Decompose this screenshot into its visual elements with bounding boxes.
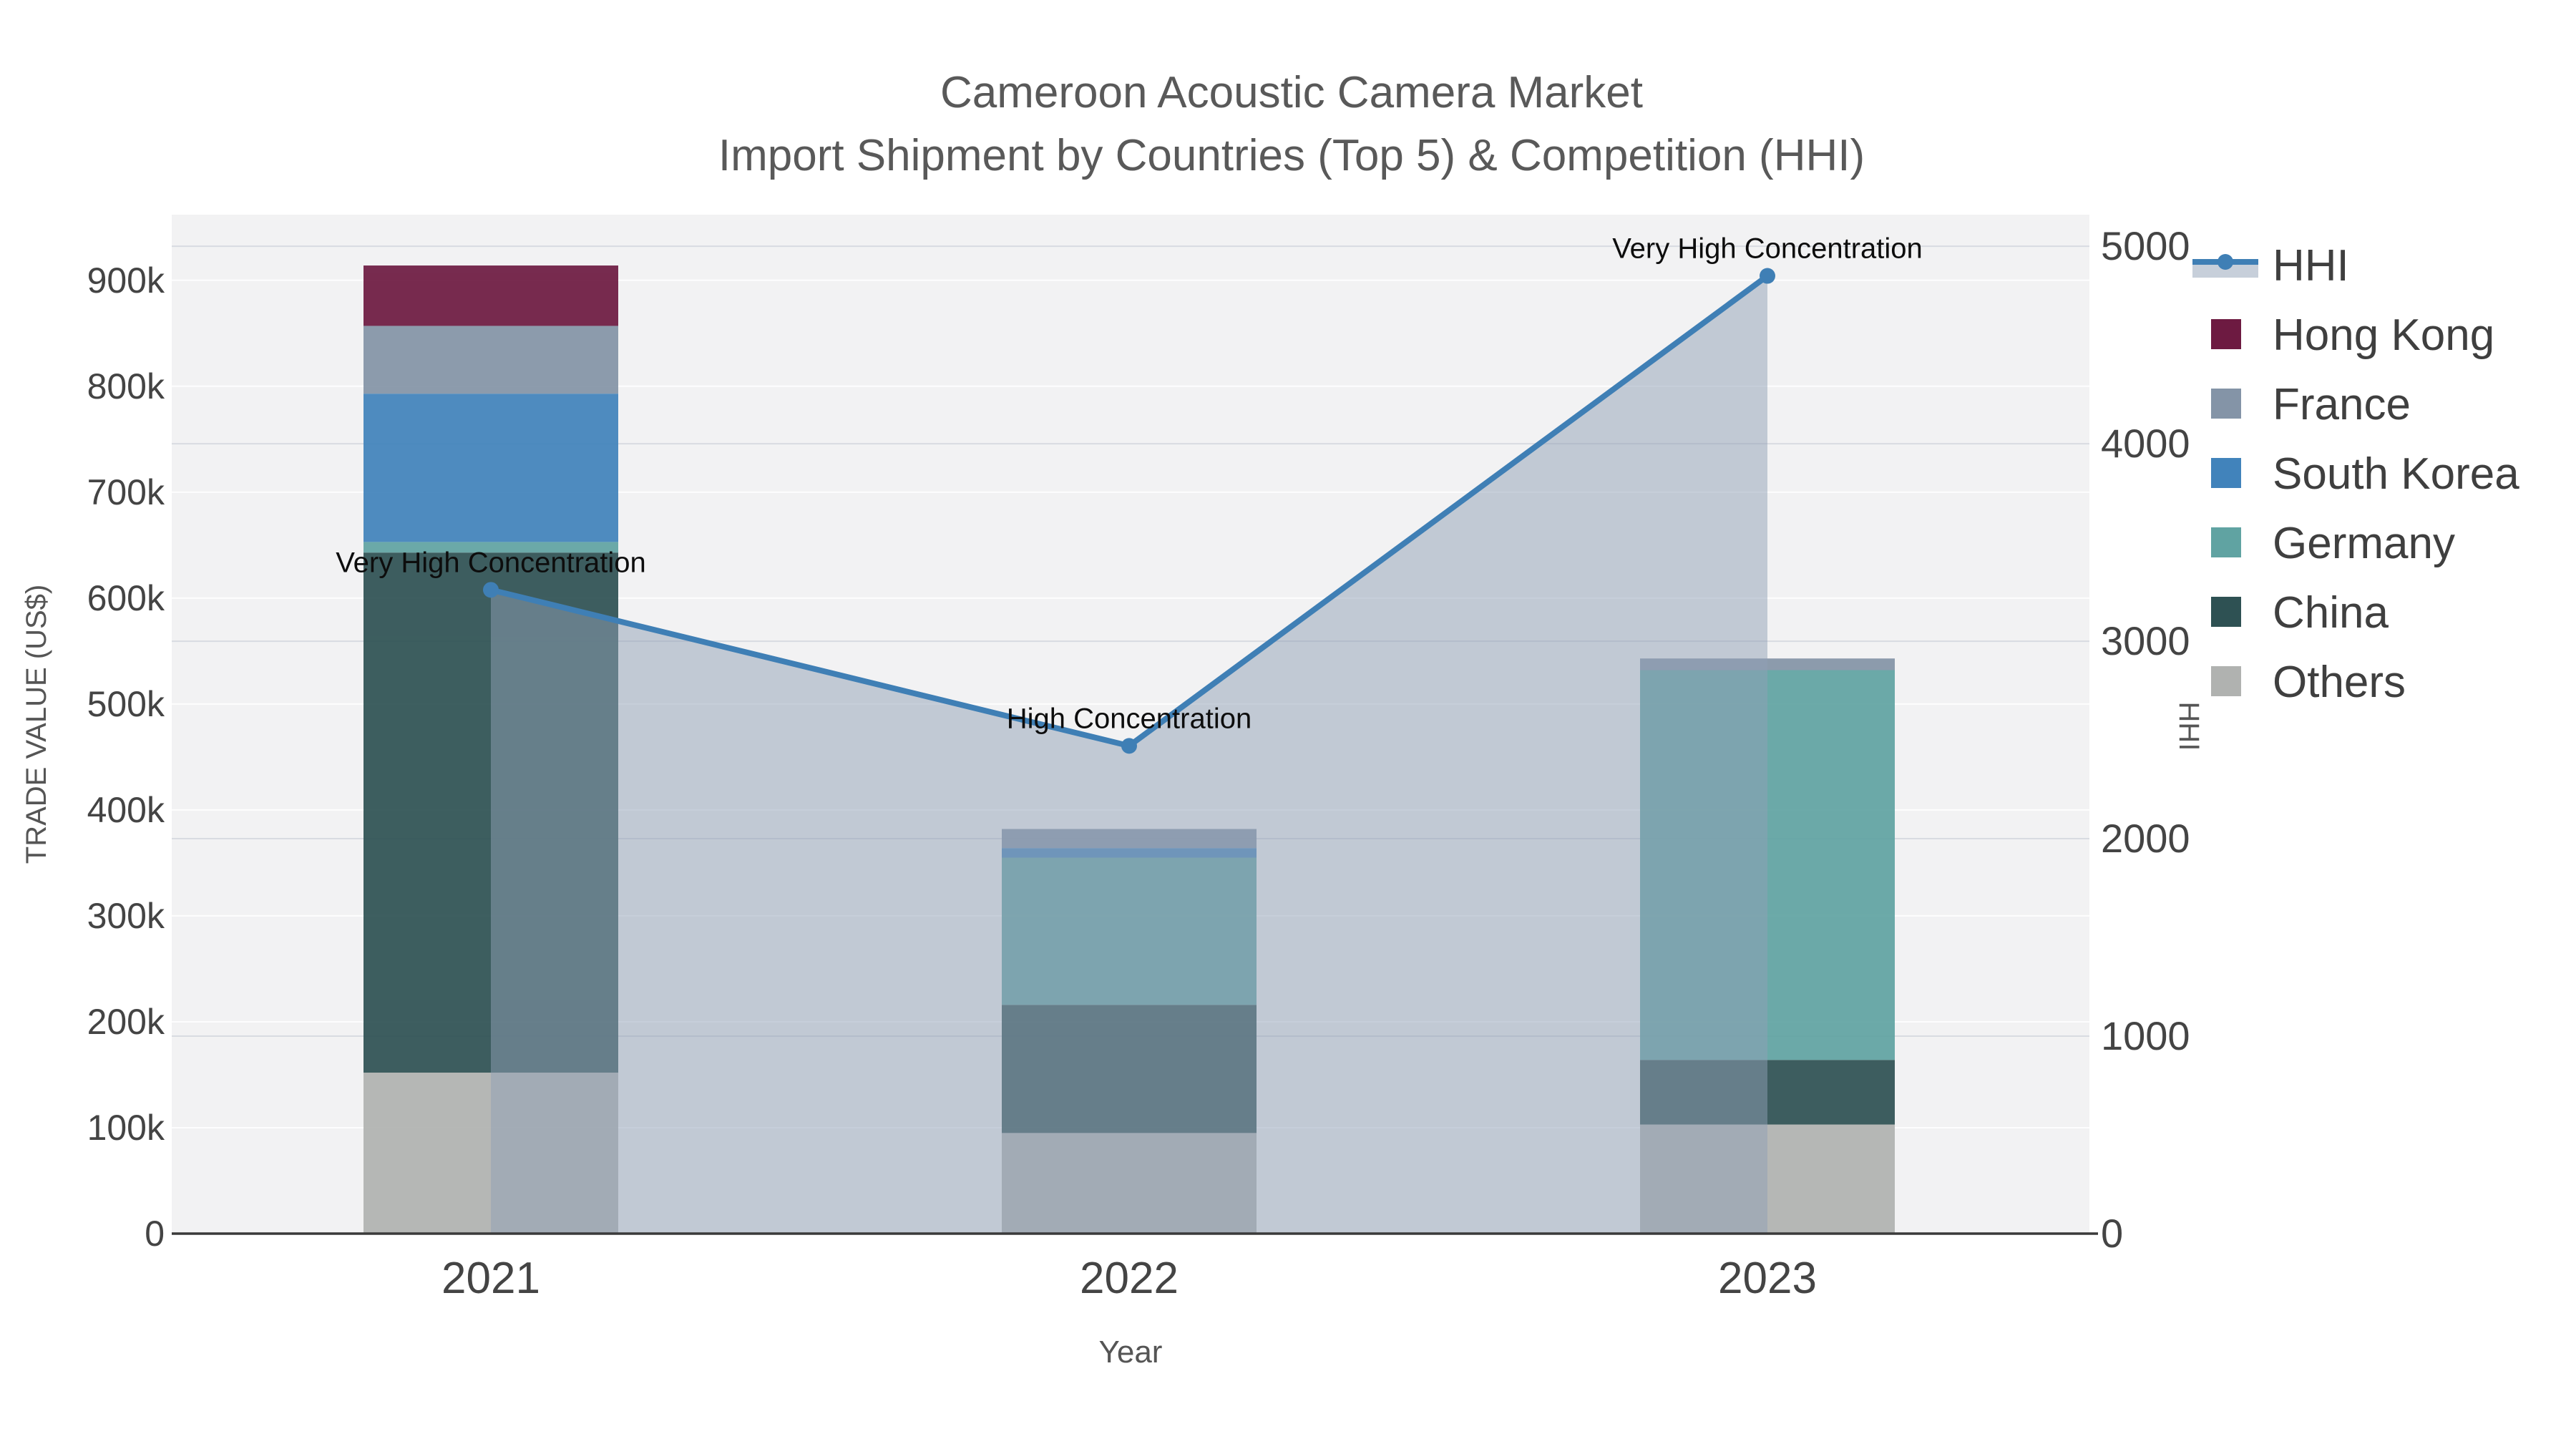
legend-swatch-others <box>2211 666 2241 696</box>
bar-2021-south-korea[interactable] <box>364 394 618 542</box>
legend-item-south-korea[interactable]: South Korea <box>2211 449 2519 499</box>
y-left-tick-label: 900k <box>87 260 165 301</box>
x-tick-label-2022: 2022 <box>1080 1254 1179 1303</box>
legend-swatch-germany <box>2211 527 2241 557</box>
y-right-tick-label: 4000 <box>2101 421 2190 466</box>
y-left-tick-label: 800k <box>87 366 165 406</box>
y-right-tick-label: 1000 <box>2101 1013 2190 1058</box>
y-left-tick-label: 400k <box>87 790 165 830</box>
legend-swatch-hong-kong <box>2211 319 2241 349</box>
y-axis-left-title: TRADE VALUE (US$) <box>21 585 52 864</box>
chart-title-line2: Import Shipment by Countries (Top 5) & C… <box>718 131 1865 180</box>
x-axis-title: Year <box>1099 1335 1163 1370</box>
y-left-tick-label: 300k <box>87 896 165 936</box>
bar-2021-france[interactable] <box>364 326 618 394</box>
hhi-point-2021[interactable] <box>483 582 499 598</box>
hhi-point-2023[interactable] <box>1760 268 1775 284</box>
legend-label-south-korea: South Korea <box>2273 449 2519 499</box>
y-right-tick-label: 2000 <box>2101 816 2190 861</box>
hhi-point-2022[interactable] <box>1121 738 1137 754</box>
hhi-area-fill <box>491 275 1767 1234</box>
y-axis-right-title: HHI <box>2173 702 2205 751</box>
legend: HHI Hong Kong France South Korea Germany Chin… <box>2192 241 2519 707</box>
bar-2021-germany[interactable] <box>364 542 618 553</box>
y-left-tick-label: 500k <box>87 684 165 724</box>
y-left-tick-label: 0 <box>145 1214 165 1254</box>
legend-item-hhi[interactable]: HHI <box>2192 241 2349 291</box>
y-left-tick-label: 100k <box>87 1108 165 1148</box>
legend-label-france: France <box>2273 380 2411 429</box>
legend-item-hong-kong[interactable]: Hong Kong <box>2211 311 2494 360</box>
x-tick-label-2023: 2023 <box>1718 1254 1817 1303</box>
legend-label-china: China <box>2273 588 2389 638</box>
y-right-tick-label: 5000 <box>2101 223 2190 268</box>
legend-item-others[interactable]: Others <box>2211 658 2406 707</box>
bar-2021-hong-kong[interactable] <box>364 265 618 326</box>
legend-hhi-marker <box>2218 254 2233 270</box>
y-left-tick-label: 200k <box>87 1002 165 1042</box>
legend-swatch-south-korea <box>2211 458 2241 488</box>
annotation-2023: Very High Concentration <box>1612 233 1923 265</box>
y-right-tick-label: 0 <box>2101 1211 2123 1256</box>
annotation-2021: Very High Concentration <box>336 547 646 578</box>
legend-item-france[interactable]: France <box>2211 380 2411 429</box>
y-left-tick-label: 700k <box>87 472 165 512</box>
legend-label-hhi: HHI <box>2273 241 2349 291</box>
y-right-tick-label: 3000 <box>2101 618 2190 663</box>
legend-label-hong-kong: Hong Kong <box>2273 311 2494 360</box>
y-left-tick-label: 600k <box>87 578 165 618</box>
legend-swatch-china <box>2211 597 2241 627</box>
legend-label-others: Others <box>2273 658 2406 707</box>
legend-swatch-france <box>2211 389 2241 419</box>
legend-item-china[interactable]: China <box>2211 588 2389 638</box>
legend-item-germany[interactable]: Germany <box>2211 519 2455 568</box>
chart-title-line1: Cameroon Acoustic Camera Market <box>940 68 1643 117</box>
legend-label-germany: Germany <box>2273 519 2455 568</box>
annotation-2022: High Concentration <box>1007 703 1252 734</box>
x-tick-label-2021: 2021 <box>441 1254 540 1303</box>
